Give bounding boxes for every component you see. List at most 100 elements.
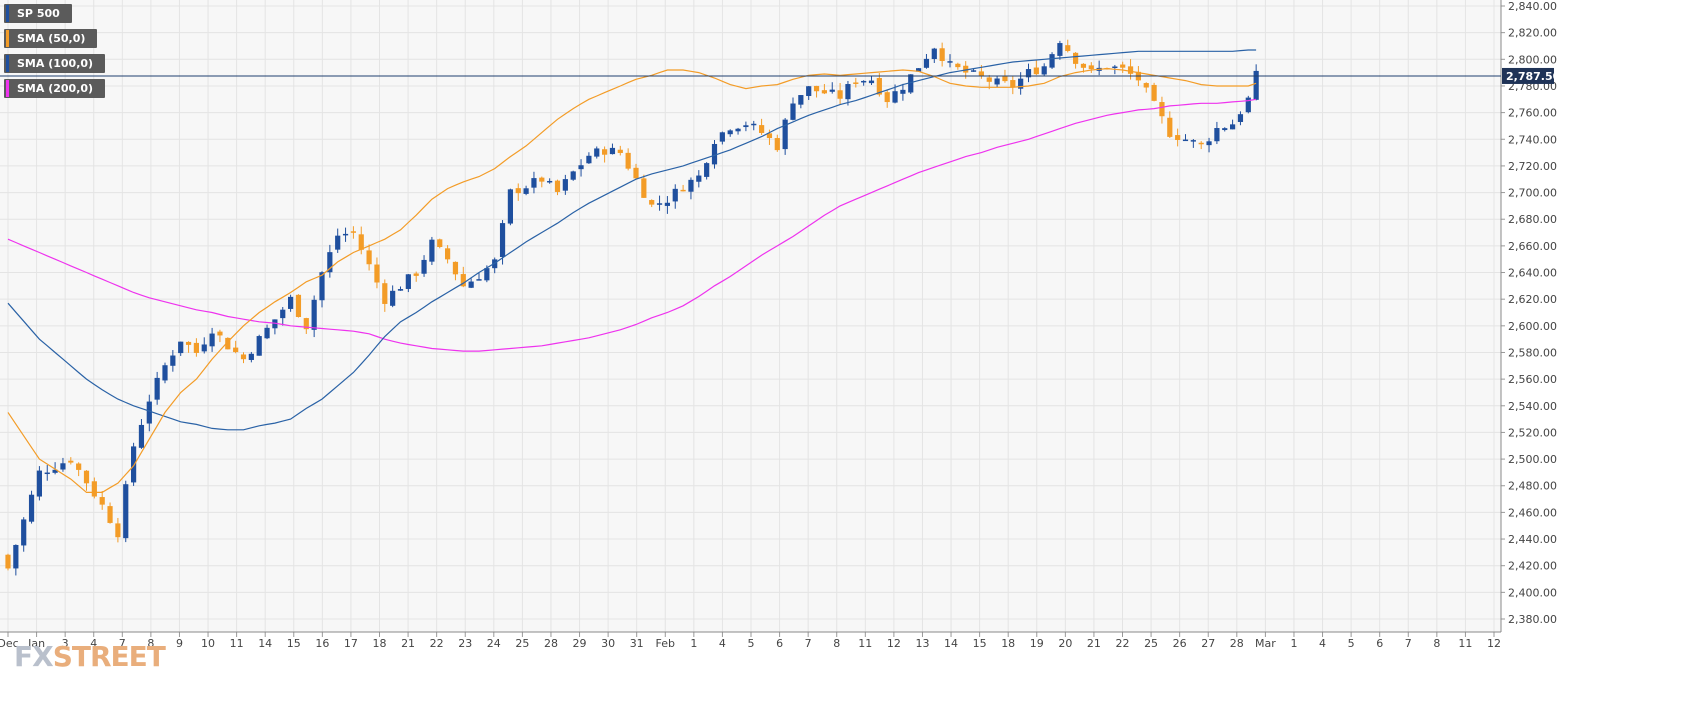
candle-body [1127, 66, 1134, 74]
candle-body [531, 178, 537, 188]
candle-body [499, 223, 506, 257]
candle-body [672, 188, 678, 202]
candle-body [1206, 141, 1212, 146]
x-tick-label: 11 [1458, 637, 1472, 650]
candle-body [1175, 135, 1181, 140]
candle-body [123, 484, 129, 539]
y-tick-label: 2,540.00 [1508, 400, 1557, 413]
candle-body [602, 149, 608, 155]
candle-body [539, 177, 545, 182]
candle-body [44, 472, 50, 475]
legend-item-sp500[interactable]: SP 500 [4, 4, 72, 23]
logo-fx: FX [14, 640, 54, 673]
candle-body [1253, 70, 1259, 100]
candle-body [311, 299, 317, 330]
candle-body [397, 289, 404, 291]
candle-body [405, 274, 411, 289]
y-tick-label: 2,440.00 [1508, 533, 1557, 546]
candle-body [99, 497, 105, 505]
candle-body [1049, 54, 1055, 68]
x-tick-label: 13 [915, 637, 929, 650]
candle-body [876, 78, 882, 95]
legend-swatch [6, 5, 9, 22]
candle-body [978, 71, 984, 77]
x-tick-label: 23 [458, 637, 472, 650]
candle-body [21, 519, 27, 546]
fxstreet-logo: FXSTREET [14, 640, 166, 673]
candle-body [264, 327, 270, 339]
x-tick-label: 6 [776, 637, 783, 650]
x-tick-label: 24 [487, 637, 501, 650]
candle-body [280, 309, 286, 319]
candle-body [727, 130, 733, 135]
x-tick-label: 7 [119, 637, 126, 650]
sma100-line [7, 49, 1257, 431]
candle-body [68, 460, 74, 463]
candle-body [680, 189, 686, 192]
candle-body [868, 80, 875, 84]
y-tick-label: 2,580.00 [1508, 346, 1557, 359]
legend-swatch [6, 80, 9, 97]
candle-body [586, 155, 592, 164]
current-price-label: 2,787.50 [1506, 70, 1561, 83]
candle-body [146, 401, 152, 424]
candle-body [790, 103, 796, 120]
candle-body [390, 290, 396, 306]
y-tick-label: 2,640.00 [1508, 267, 1557, 280]
candle-body [554, 180, 561, 192]
candle-body [853, 82, 859, 84]
x-tick-label: 19 [1030, 637, 1044, 650]
y-tick-label: 2,480.00 [1508, 480, 1557, 493]
legend-label: SMA (100,0) [17, 57, 94, 70]
candle-body [1010, 80, 1016, 88]
candle-body [374, 264, 380, 283]
x-tick-label: 30 [601, 637, 615, 650]
candle-body [837, 90, 843, 99]
candle-body [240, 354, 247, 360]
candle-body [162, 365, 168, 381]
current-price-badge [1502, 67, 1554, 84]
candle-body [484, 268, 490, 281]
candle-body [248, 353, 254, 360]
y-tick-label: 2,460.00 [1508, 506, 1557, 519]
candle-body [845, 84, 851, 100]
candle-body [413, 273, 419, 276]
candle-body [994, 78, 1000, 85]
legend-item-sma200[interactable]: SMA (200,0) [4, 79, 106, 98]
x-tick-label: 1 [1290, 637, 1297, 650]
candle-body [342, 233, 349, 236]
candle-body [201, 344, 207, 352]
y-tick-label: 2,840.00 [1508, 0, 1557, 13]
candle-body [1159, 102, 1165, 117]
candle-body [1073, 52, 1079, 64]
candle-body [617, 149, 623, 153]
candle-body [1033, 67, 1039, 75]
candle-body [131, 446, 137, 483]
candle-body [743, 125, 749, 128]
candle-body [60, 463, 66, 470]
candle-body [947, 61, 953, 63]
x-tick-label: 15 [287, 637, 301, 650]
candle-body [382, 283, 388, 304]
candle-body [178, 341, 184, 354]
candle-body [107, 506, 113, 523]
y-tick-label: 2,740.00 [1508, 133, 1557, 146]
candle-body [1214, 128, 1220, 142]
candle-body [327, 252, 333, 273]
x-tick-label: 14 [944, 637, 958, 650]
x-tick-label: Mar [1255, 637, 1276, 650]
candle-body [358, 234, 364, 250]
legend-item-sma50[interactable]: SMA (50,0) [4, 29, 98, 48]
candle-body [1002, 75, 1008, 82]
candle-body [916, 68, 922, 72]
candle-body [507, 189, 513, 224]
candle-body [892, 91, 898, 103]
x-tick-label: 27 [1201, 637, 1215, 650]
candle-body [115, 523, 121, 538]
candle-body [821, 90, 827, 94]
x-tick-label: Jan [27, 637, 45, 650]
legend-item-sma100[interactable]: SMA (100,0) [4, 54, 106, 73]
x-tick-label: 8 [147, 637, 154, 650]
y-tick-label: 2,380.00 [1508, 613, 1557, 626]
candle-body [963, 65, 969, 73]
